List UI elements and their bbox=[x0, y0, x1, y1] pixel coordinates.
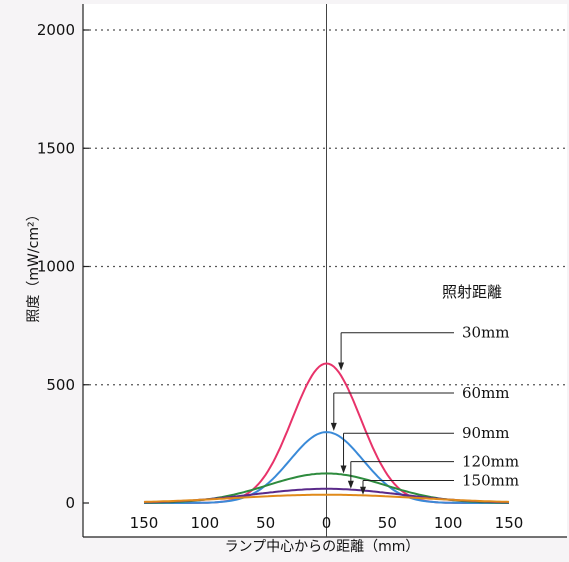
series-line-150mm bbox=[143, 493, 510, 503]
x-tick-label: 100 bbox=[191, 514, 220, 532]
series-lines bbox=[143, 362, 510, 504]
legend-title: 照射距離 bbox=[442, 283, 502, 301]
x-tick-label: 100 bbox=[434, 514, 463, 532]
y-tick-label: 1500 bbox=[37, 139, 75, 157]
axes bbox=[82, 4, 567, 538]
annotation-arrow-120mm bbox=[347, 480, 354, 489]
y-tick-label: 500 bbox=[46, 376, 75, 394]
annotation-label-120mm: 120mm bbox=[462, 453, 519, 471]
x-tick-label: 50 bbox=[378, 514, 397, 532]
y-tick-label: 1000 bbox=[37, 258, 75, 276]
annotation-arrow-30mm bbox=[338, 362, 345, 371]
x-tick-label: 150 bbox=[130, 514, 159, 532]
grid bbox=[83, 29, 567, 386]
annotation-label-30mm: 30mm bbox=[462, 324, 510, 342]
x-tick-label: 50 bbox=[256, 514, 275, 532]
y-tick-label: 0 bbox=[65, 494, 75, 512]
y-axis-title: 照度（mW/cm²） bbox=[26, 207, 42, 322]
annotation-arrow-60mm bbox=[330, 422, 337, 431]
series-line-60mm bbox=[144, 431, 509, 504]
annotation-label-150mm: 150mm bbox=[462, 472, 519, 490]
x-tick-label: 150 bbox=[495, 514, 524, 532]
annotation-arrow-90mm bbox=[340, 465, 347, 474]
annotation-label-90mm: 90mm bbox=[462, 424, 510, 442]
annotation-label-60mm: 60mm bbox=[462, 384, 510, 402]
plot-area bbox=[83, 4, 567, 537]
annotation-arrow-150mm bbox=[360, 486, 366, 495]
x-tick-label: 0 bbox=[322, 514, 332, 532]
x-axis-title: ランプ中心からの距離（mm） bbox=[225, 538, 420, 555]
y-tick-label: 2000 bbox=[37, 21, 75, 39]
